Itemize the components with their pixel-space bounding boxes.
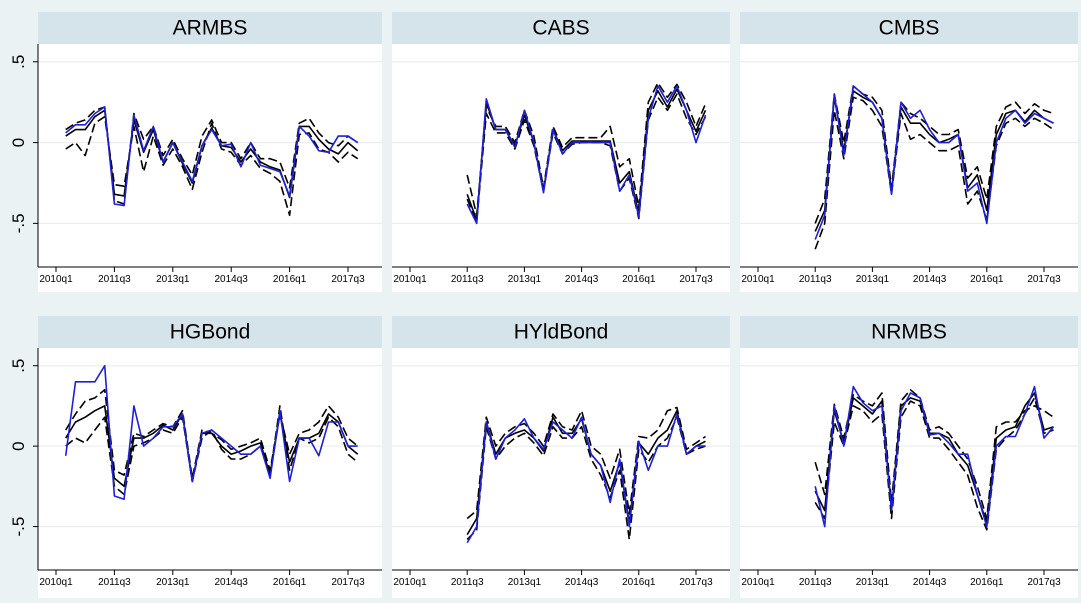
panel-title: CMBS [879,17,940,40]
x-tick-label: 2010q1 [39,274,73,285]
x-tick-label: 2011q3 [98,274,131,285]
x-tick-label: 2017q3 [1027,274,1061,285]
x-tick-label: 2010q1 [741,577,775,588]
panel-title: HGBond [170,321,251,344]
panel-bg [740,348,1078,598]
band-line [466,82,707,217]
x-tick-label: 2016q1 [622,274,656,285]
band-line [466,416,706,541]
title-bar [740,316,1078,348]
series-line [64,364,358,500]
panel-bg [38,44,382,292]
x-tick-label: 2017q3 [1027,577,1061,588]
band-line [814,397,1054,531]
y-tick-label: -.5 [9,517,28,537]
x-tick-label: 2017q3 [331,274,365,285]
y-tick-label: .5 [9,359,28,373]
band-line [814,389,1054,520]
x-tick-label: 2013q1 [156,577,190,588]
title-bar [740,12,1078,44]
panel-bg [392,44,730,292]
x-tick-label: 2014q3 [913,274,947,285]
x-tick-label: 2016q1 [622,577,656,588]
x-tick-label: 2017q3 [679,577,713,588]
series-line [814,85,1054,240]
panel-bg [740,44,1078,292]
series-line [466,85,707,225]
x-tick-label: 2014q3 [565,577,599,588]
x-tick-label: 2016q1 [273,274,307,285]
x-tick-label: 2010q1 [393,274,427,285]
x-tick-label: 2011q3 [451,577,484,588]
title-bar [392,12,730,44]
x-tick-label: 2010q1 [741,274,775,285]
x-tick-label: 2014q3 [215,274,249,285]
x-tick-label: 2017q3 [331,577,365,588]
x-tick-label: 2011q3 [799,577,832,588]
x-tick-label: 2017q3 [679,274,713,285]
x-tick-label: 2011q3 [799,274,832,285]
series-line [466,413,706,544]
title-bar [38,316,382,348]
panel-title: NRMBS [871,321,947,344]
x-tick-label: 2014q3 [215,577,249,588]
y-tick-label: -.5 [9,213,28,233]
panel-bg [392,348,730,598]
x-tick-label: 2014q3 [913,577,947,588]
series-line [814,385,1055,528]
x-tick-label: 2014q3 [565,274,599,285]
y-tick-label: .5 [9,55,28,69]
x-tick-label: 2011q3 [451,274,484,285]
x-tick-label: 2013q1 [856,577,890,588]
band-line [65,115,359,217]
title-bar [38,12,382,44]
band-line [65,106,359,205]
panel-bg [38,348,382,598]
x-tick-label: 2016q1 [273,577,307,588]
x-tick-label: 2011q3 [98,577,131,588]
panel-title: CABS [532,17,589,40]
panel-title: HYldBond [514,321,609,344]
y-tick-label: 0 [9,138,28,147]
panel-title: ARMBS [173,17,248,40]
x-tick-label: 2016q1 [970,274,1004,285]
band-line [814,96,1054,250]
title-bar [392,316,730,348]
x-tick-label: 2013q1 [508,274,542,285]
band-line [466,406,706,520]
x-tick-label: 2013q1 [508,577,542,588]
x-tick-label: 2010q1 [393,577,427,588]
x-tick-label: 2010q1 [39,577,73,588]
x-tick-label: 2013q1 [156,274,190,285]
x-tick-label: 2013q1 [856,274,890,285]
series-line [65,109,359,199]
y-tick-label: 0 [9,441,28,450]
x-tick-label: 2016q1 [970,577,1004,588]
series-line [65,106,359,207]
